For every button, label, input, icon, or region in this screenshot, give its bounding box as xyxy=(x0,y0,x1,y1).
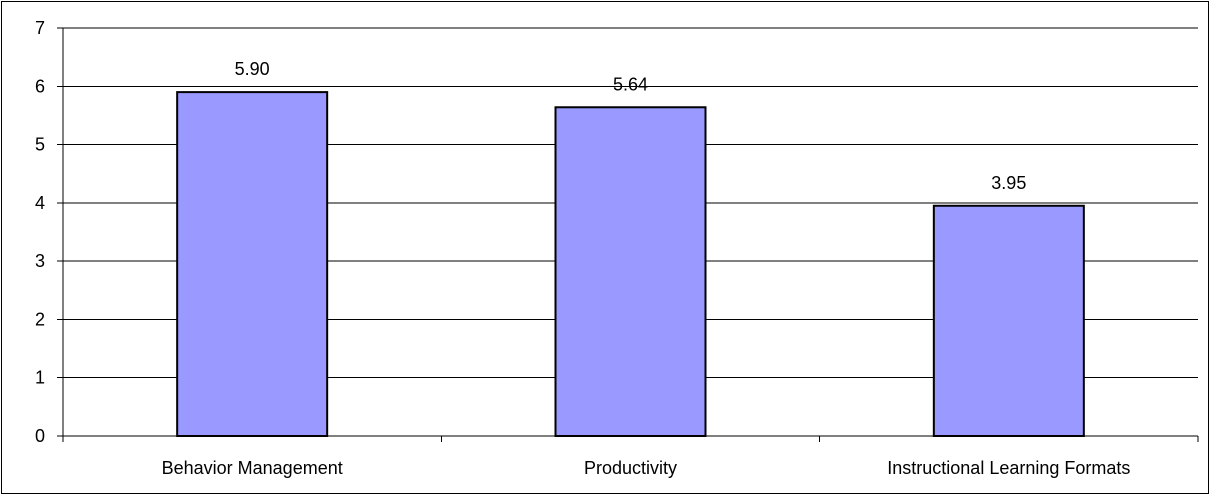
y-tick-label: 4 xyxy=(35,193,45,213)
y-tick-label: 2 xyxy=(35,309,45,329)
bars xyxy=(176,91,1085,437)
category-label: Productivity xyxy=(584,458,677,478)
data-labels: 5.90 5.64 3.95 xyxy=(235,59,1027,193)
y-tick-label: 6 xyxy=(35,76,45,96)
bar-productivity xyxy=(554,106,707,437)
y-tick-label: 5 xyxy=(35,135,45,155)
data-label: 5.90 xyxy=(235,59,270,79)
category-label: Behavior Management xyxy=(162,458,343,478)
category-labels: Behavior Management Productivity Instructi… xyxy=(162,458,1131,478)
bar-behavior-management xyxy=(176,91,329,437)
y-tick-label: 1 xyxy=(35,368,45,388)
y-tick-label: 0 xyxy=(35,426,45,446)
data-label: 5.64 xyxy=(613,74,648,94)
bar-instructional-learning-formats xyxy=(932,204,1085,437)
y-axis-ticks: 0 1 2 3 4 5 6 7 xyxy=(35,18,63,446)
y-tick-label: 7 xyxy=(35,18,45,38)
x-axis-ticks xyxy=(62,436,1199,442)
axes xyxy=(62,28,1198,437)
y-tick-label: 3 xyxy=(35,251,45,271)
category-label: Instructional Learning Formats xyxy=(887,458,1130,478)
data-label: 3.95 xyxy=(991,173,1026,193)
